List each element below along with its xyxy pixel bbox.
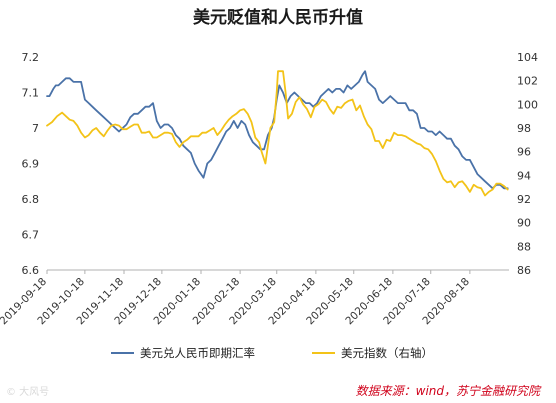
y-left-tick-label: 6.6 [22,264,40,277]
y-right-tick-label: 86 [517,264,531,277]
source-note: 数据来源：wind，苏宁金融研究院 [356,384,542,398]
series-layer [46,70,509,197]
y-left-tick-label: 7 [32,122,39,135]
y-right-tick-label: 102 [517,75,538,88]
y-left-tick-label: 7.2 [22,51,40,64]
y-left-tick-label: 7.1 [22,87,40,100]
y-left-tick-label: 6.7 [22,229,40,242]
y-right-tick-label: 88 [517,240,531,253]
y-left-tick-label: 6.9 [22,158,40,171]
y-right-tick-label: 90 [517,217,531,230]
y-right-tick-label: 104 [517,51,538,64]
axes: 6.6 6.7 6.8 6.9 7 7.1 7.2 86 88 90 92 94 96 98 100 102 1… [0,51,538,327]
y-right-tick-label: 98 [517,122,531,135]
y-right-tick-label: 94 [517,169,531,182]
y-left-tick-label: 6.8 [22,193,40,206]
chart-title: 美元贬值和人民币升值 [193,7,363,28]
y-right-tick-label: 100 [517,98,538,111]
legend: 美元兑人民币即期汇率 美元指数（右轴） [111,346,433,360]
legend-label-usd-cny: 美元兑人民币即期汇率 [140,346,255,360]
legend-label-dollar-index: 美元指数（右轴） [341,346,433,360]
dollar-index-line [46,70,509,197]
y-right-tick-label: 92 [517,193,531,206]
y-right-tick-label: 96 [517,146,531,159]
watermark: © 大风号 [6,385,49,398]
